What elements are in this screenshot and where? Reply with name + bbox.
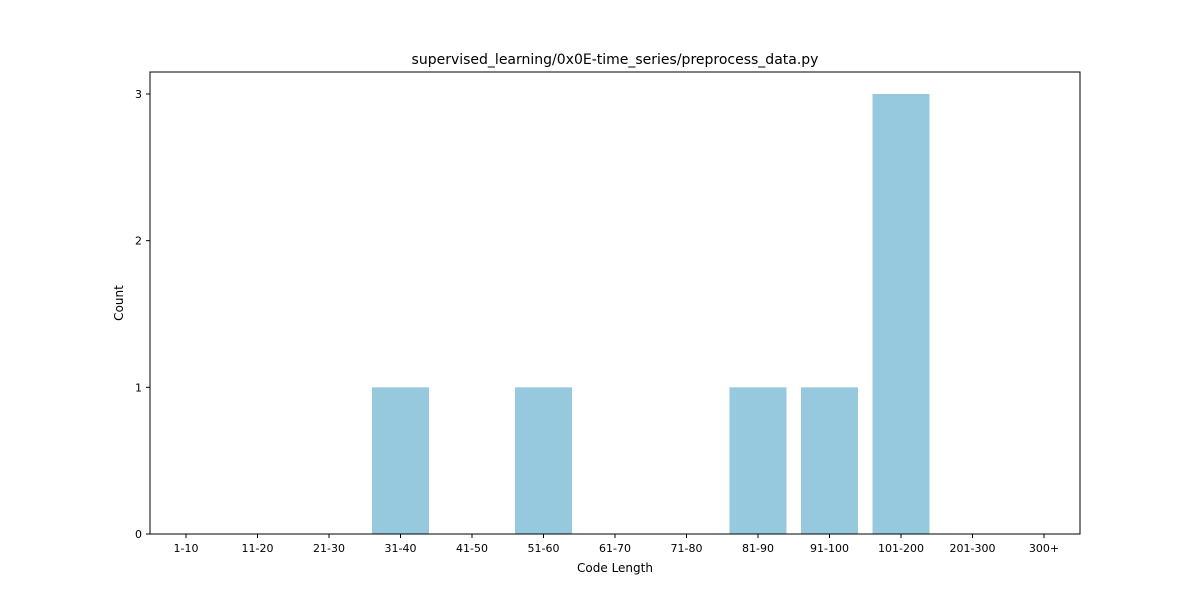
x-axis-title: Code Length: [577, 561, 653, 575]
chart-title: supervised_learning/0x0E-time_series/pre…: [412, 52, 819, 68]
x-tick-label: 11-20: [242, 542, 274, 555]
y-tick-label: 3: [135, 88, 142, 101]
x-tick-label: 91-100: [810, 542, 849, 555]
bar-31-40: [372, 387, 429, 534]
y-tick-label: 1: [135, 381, 142, 394]
bars-group: [372, 94, 930, 534]
x-tick-label: 41-50: [456, 542, 488, 555]
y-axis-title: Count: [112, 285, 126, 321]
x-tick-label: 61-70: [599, 542, 631, 555]
plot-frame: [149, 71, 1081, 535]
x-tick-label: 51-60: [528, 542, 560, 555]
x-tick-label: 101-200: [878, 542, 924, 555]
x-tick-label: 21-30: [313, 542, 345, 555]
bar-51-60: [515, 387, 572, 534]
y-axis: 0 1 2 3: [135, 88, 150, 541]
x-tick-label: 1-10: [174, 542, 199, 555]
x-tick-label: 201-300: [950, 542, 996, 555]
bar-81-90: [729, 387, 787, 534]
x-tick-label: 300+: [1029, 542, 1059, 555]
x-axis: 1-10 11-20 21-30 31-40 41-50 51-60 61-70 71-80 8…: [174, 534, 1059, 555]
bar-101-200: [872, 94, 930, 534]
y-tick-label: 2: [135, 235, 142, 248]
x-tick-label: 31-40: [385, 542, 417, 555]
y-tick-label: 0: [135, 528, 142, 541]
x-tick-label: 71-80: [671, 542, 703, 555]
x-tick-label: 81-90: [742, 542, 774, 555]
bar-91-100: [801, 387, 858, 534]
